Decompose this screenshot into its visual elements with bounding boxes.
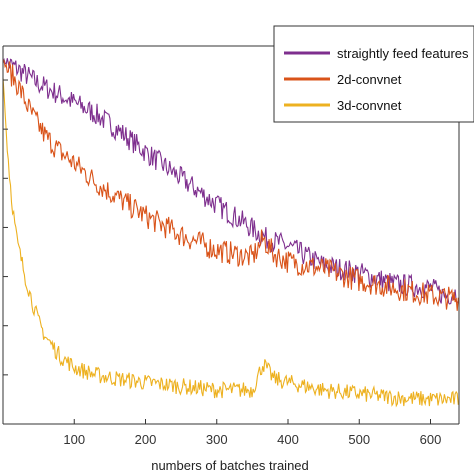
x-tick-label: 300	[206, 432, 228, 447]
x-tick-label: 600	[420, 432, 442, 447]
x-axis-label: numbers of batches trained	[151, 458, 309, 473]
x-tick-label: 200	[135, 432, 157, 447]
x-tick-label: 500	[348, 432, 370, 447]
series-line-2	[2, 59, 459, 311]
series-layer	[2, 57, 459, 408]
axes-layer: 100 200 300 400 500 600	[2, 45, 460, 447]
legend-label-2: 2d-convnet	[337, 72, 402, 87]
legend-label-3: 3d-convnet	[337, 98, 402, 113]
legend-label-1: straightly feed features	[337, 46, 469, 61]
x-tick-label: 100	[63, 432, 85, 447]
series-line-3	[2, 77, 459, 408]
x-tick-label: 400	[277, 432, 299, 447]
legend: straightly feed features 2d-convnet 3d-con…	[273, 25, 474, 123]
